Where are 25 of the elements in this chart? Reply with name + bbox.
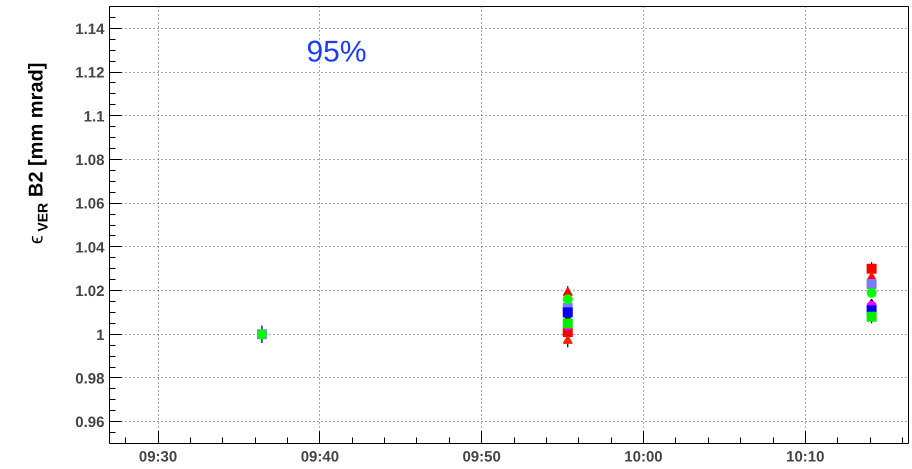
x-tick-label: 10:00 xyxy=(624,448,663,466)
point xyxy=(562,335,573,344)
y-axis-title: ϵVER B2 [mm mrad] xyxy=(26,62,50,244)
point xyxy=(562,294,573,304)
x-tick-label: 09:50 xyxy=(462,448,501,466)
y-tick-label: 1.02 xyxy=(75,283,105,300)
y-tick-label: 1.06 xyxy=(75,196,105,213)
y-tick-label: 1.12 xyxy=(75,64,105,82)
y-tick-label: 1.04 xyxy=(75,239,106,256)
y-tick-label: 1.1 xyxy=(84,108,105,126)
x-tick-label: 09:30 xyxy=(138,448,178,466)
point xyxy=(866,264,877,274)
point xyxy=(866,312,877,322)
y-tick-label: 0.96 xyxy=(75,414,105,432)
y-tick-label: 1.14 xyxy=(75,20,106,38)
point xyxy=(562,318,573,328)
x-tick-label: 10:10 xyxy=(786,448,824,466)
y-tick-label: 1 xyxy=(96,326,104,344)
point xyxy=(866,288,877,298)
point xyxy=(866,278,877,289)
point xyxy=(562,307,573,318)
y-tick-label: 0.98 xyxy=(75,370,105,388)
x-tick-label: 09:40 xyxy=(300,448,340,466)
annotation: 95% xyxy=(306,36,367,68)
y-tick-label: 1.08 xyxy=(75,152,105,169)
